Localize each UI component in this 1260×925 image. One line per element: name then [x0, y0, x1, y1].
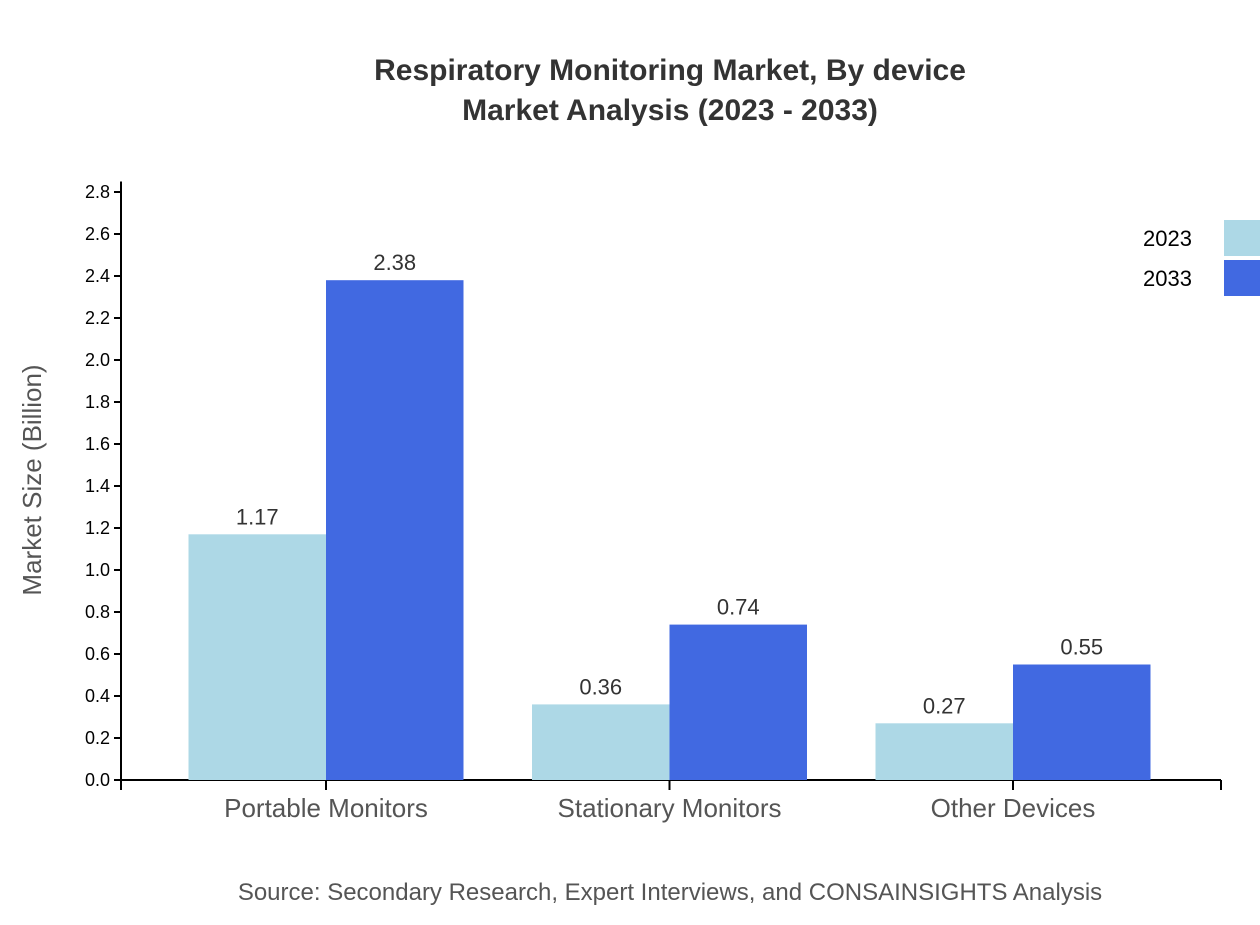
- data-label: 2.38: [373, 250, 416, 275]
- legend-label: 2033: [1143, 266, 1192, 291]
- y-tick-label: 2.2: [85, 308, 110, 328]
- bar-2033: [669, 624, 807, 780]
- data-label: 1.17: [236, 504, 279, 529]
- bar-2023: [875, 723, 1013, 780]
- y-tick-label: 0.8: [85, 602, 110, 622]
- x-axis: Portable Monitors Stationary Monitors Othe…: [120, 779, 1222, 823]
- y-tick-label: 0.2: [85, 728, 110, 748]
- y-tick-label: 1.6: [85, 434, 110, 454]
- x-tick-label: Portable Monitors: [224, 793, 428, 823]
- chart-subtitle: Market Analysis (2023 - 2033): [462, 94, 878, 127]
- y-tick-label: 0.0: [85, 770, 110, 790]
- y-tick-label: 1.0: [85, 560, 110, 580]
- y-tick-label: 2.0: [85, 350, 110, 370]
- legend-swatch-2033: [1224, 260, 1260, 296]
- bar-2023: [532, 704, 670, 780]
- x-tick-label: Stationary Monitors: [558, 793, 782, 823]
- y-tick-label: 1.2: [85, 518, 110, 538]
- y-tick-label: 1.4: [85, 476, 110, 496]
- legend-label: 2023: [1143, 226, 1192, 251]
- bar-2033: [1013, 664, 1151, 780]
- data-label: 0.74: [717, 595, 760, 620]
- data-label: 0.27: [923, 693, 966, 718]
- y-tick-label: 1.8: [85, 392, 110, 412]
- y-axis-label: Market Size (Billion): [17, 364, 47, 595]
- data-label: 0.36: [579, 674, 622, 699]
- legend-swatch-2023: [1224, 220, 1260, 256]
- y-tick-label: 2.8: [85, 182, 110, 202]
- bar-2033: [326, 280, 464, 780]
- data-label: 0.55: [1060, 635, 1103, 660]
- y-tick-label: 2.4: [85, 266, 110, 286]
- bars: 1.17 2.38 0.36 0.74 0.27 0.55: [188, 250, 1151, 780]
- y-tick-label: 0.4: [85, 686, 110, 706]
- legend: 2023 2033: [1143, 220, 1260, 296]
- y-tick-label: 2.6: [85, 224, 110, 244]
- source-note: Source: Secondary Research, Expert Inter…: [238, 879, 1102, 906]
- y-tick-label: 0.6: [85, 644, 110, 664]
- chart-title: Respiratory Monitoring Market, By device: [374, 54, 966, 87]
- y-axis: 0.0 0.2 0.4 0.6 0.8 1.0 1.2 1.4 1.6 1.8 2.0 2.2 2.4 2…: [85, 181, 122, 790]
- x-tick-label: Other Devices: [931, 793, 1096, 823]
- bar-2023: [188, 534, 326, 780]
